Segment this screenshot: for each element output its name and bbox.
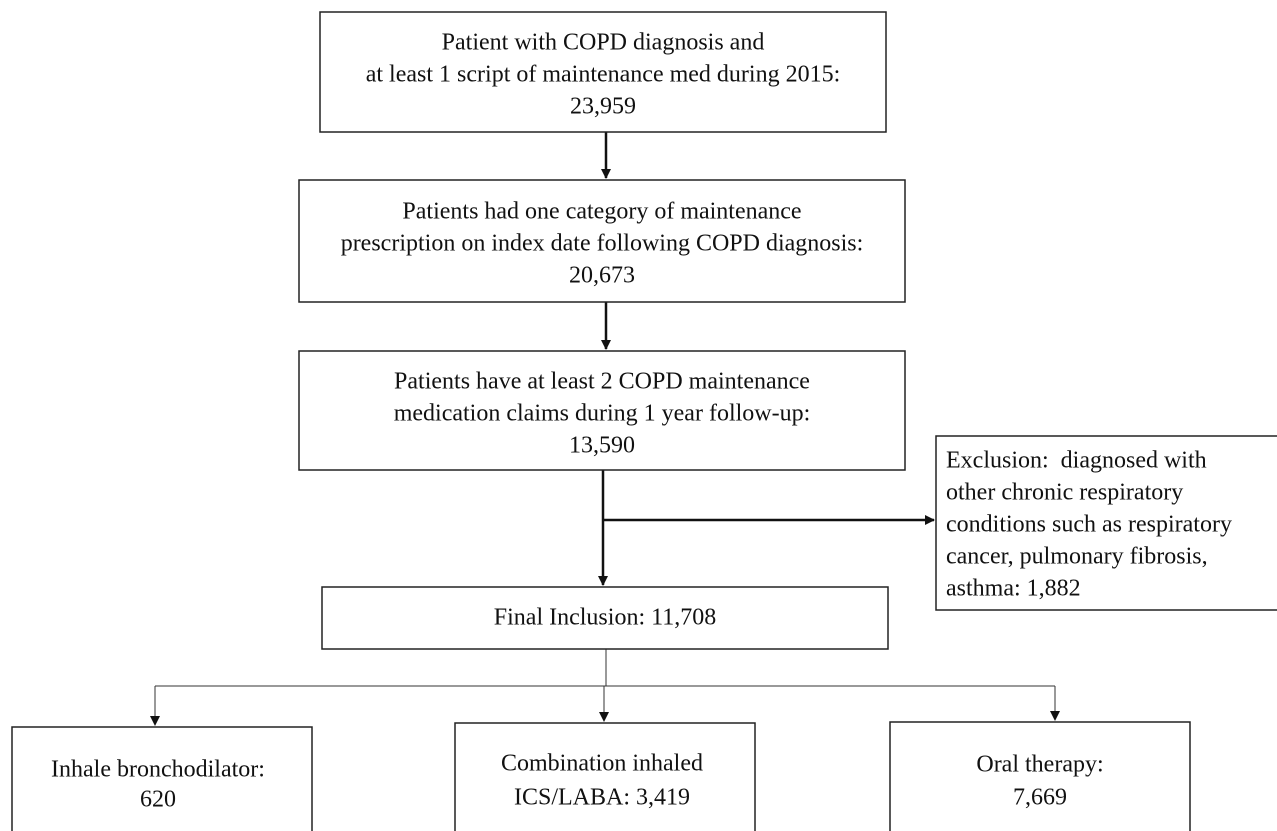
node-text: Patient with COPD diagnosis and [442,30,765,56]
node-text: medication claims during 1 year follow-u… [394,401,811,427]
box [319,11,887,133]
node-text: Patients have at least 2 COPD maintenanc… [394,369,810,395]
node-text: prescription on index date following COP… [341,231,864,257]
node-text: Exclusion: diagnosed with [946,448,1207,474]
box [454,722,756,831]
node-text: Combination inhaled [501,751,703,777]
node-text: asthma: 1,882 [946,576,1081,602]
labels: Patient with COPD diagnosis and at least … [51,30,1232,813]
node-text: 620 [140,787,176,813]
box [298,179,906,303]
connectors [150,132,1060,726]
node-text: 20,673 [569,263,635,289]
node-text: other chronic respiratory [946,480,1183,506]
box [935,435,1277,611]
node-text: Final Inclusion: 11,708 [494,605,716,631]
node-text: Oral therapy: [976,752,1103,778]
node-text: ICS/LABA: 3,419 [514,785,690,811]
node-text: 23,959 [570,94,636,120]
box [321,586,889,650]
node-text: conditions such as respiratory [946,512,1232,538]
node-text: 7,669 [1013,785,1067,811]
node-text: Patients had one category of maintenance [402,199,801,225]
box [889,721,1191,831]
node-text: 13,590 [569,433,635,459]
box [298,350,906,471]
node-text: at least 1 script of maintenance med dur… [366,62,841,88]
node-text: cancer, pulmonary fibrosis, [946,544,1208,570]
node-text: Inhale bronchodilator: [51,757,265,783]
box [11,726,313,831]
